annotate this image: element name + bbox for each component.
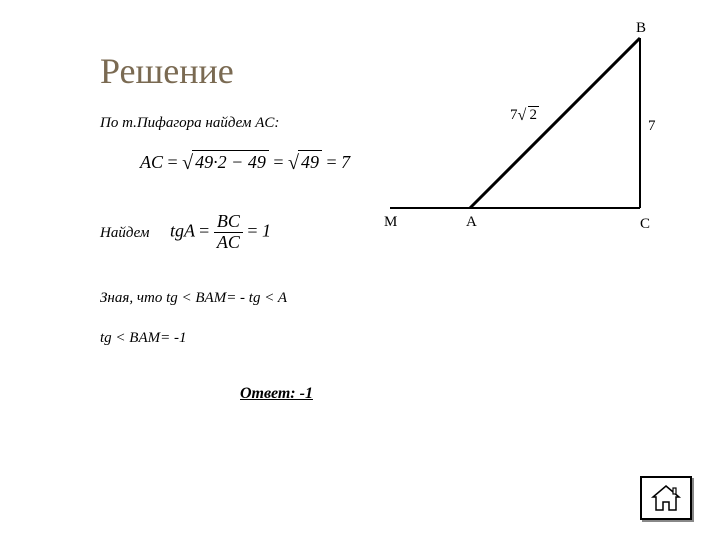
equals-sign: = [199, 220, 214, 240]
answer-text: Ответ: -1 [240, 385, 313, 403]
side-label-hyp: 7√2 [510, 106, 539, 124]
home-button[interactable] [640, 476, 692, 520]
sqrt-2: √ 49 [288, 150, 322, 173]
step-2-prefix: Найдем [100, 225, 149, 241]
vertex-label-m: M [384, 214, 397, 231]
equation-ac: AC = √ 49·2 − 49 = √ 49 = 7 [140, 150, 350, 173]
eq2-result: 1 [262, 220, 271, 240]
page-title: Решение [100, 50, 234, 92]
step-4-text: tg < BAM= -1 [100, 330, 186, 347]
side-label-bc: 7 [648, 118, 656, 135]
equals-sign: = [273, 152, 288, 172]
equals-sign: = [326, 152, 341, 172]
equals-sign: = [247, 220, 262, 240]
eq1-lhs: AC [140, 152, 163, 172]
step-2-label: Найдем [100, 225, 149, 242]
radicand-2: 49 [298, 150, 322, 173]
eq1-result: 7 [341, 152, 350, 172]
sqrt-1: √ 49·2 − 49 [182, 150, 269, 173]
fraction-num: BC [214, 212, 243, 233]
step-3-text: Зная, что tg < BAM= - tg < A [100, 290, 287, 307]
step-1-label: По т.Пифагора найдем AC: [100, 115, 279, 132]
vertex-label-a: A [466, 214, 477, 231]
triangle-diagram: M A C B 7 7√2 [380, 28, 690, 258]
equation-tga: tgA = BC AC = 1 [170, 212, 271, 253]
fraction-den: AC [214, 233, 243, 253]
home-icon [650, 484, 682, 512]
radicand-1: 49·2 − 49 [192, 150, 269, 173]
vertex-label-c: C [640, 216, 650, 233]
equals-sign: = [168, 152, 183, 172]
fraction-bc-ac: BC AC [214, 212, 243, 253]
eq2-lhs: tgA [170, 220, 195, 240]
line-ab [470, 38, 640, 208]
vertex-label-b: B [636, 20, 646, 37]
